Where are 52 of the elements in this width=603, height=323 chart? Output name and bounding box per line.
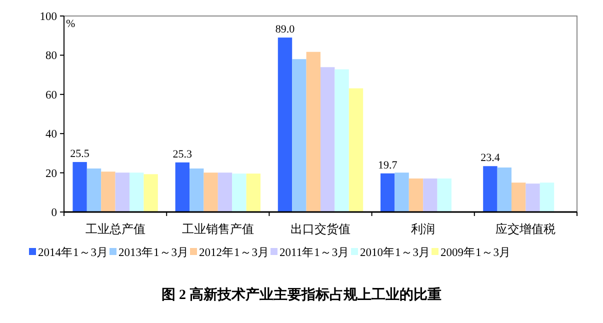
x-tick-label: 利润 [411, 222, 436, 236]
bar [144, 174, 158, 212]
bar [292, 59, 306, 212]
bar [320, 67, 335, 212]
bar [512, 182, 526, 212]
y-tick-label: 60 [46, 89, 58, 102]
bar [232, 174, 246, 212]
y-tick-label: 100 [40, 11, 58, 23]
bar [334, 69, 349, 212]
bar [72, 162, 87, 212]
x-tick-label: 工业总产值 [85, 222, 146, 236]
bar [218, 172, 232, 212]
bar [101, 172, 116, 212]
bar [130, 172, 144, 212]
x-tick-label: 工业销售产值 [182, 222, 254, 236]
data-label: 19.7 [378, 159, 398, 172]
data-label: 25.3 [172, 148, 193, 160]
bar [306, 52, 320, 212]
y-tick-label: 40 [46, 128, 58, 141]
bar [423, 178, 438, 212]
bar [348, 88, 364, 212]
x-tick-label: 出口交货值 [290, 222, 350, 236]
bar [204, 172, 218, 212]
bar [483, 166, 498, 212]
y-tick-label: 0 [51, 207, 58, 219]
legend-label: 2012年1～3月 [199, 246, 270, 259]
bar [540, 182, 554, 212]
data-label: 89.0 [275, 24, 296, 36]
y-axis-title: % [66, 18, 76, 30]
bar [115, 172, 130, 212]
bar [526, 184, 540, 212]
bar [437, 178, 452, 212]
bar [86, 168, 102, 212]
bar [278, 38, 292, 212]
legend-label: 2010年1～3月 [360, 246, 430, 259]
data-label: 25.5 [70, 148, 90, 160]
legend-label: 2014年1～3月 [38, 246, 108, 259]
data-label: 23.4 [480, 152, 500, 164]
bar [394, 172, 409, 212]
y-tick-label: 80 [46, 50, 58, 62]
text: 图 2 高新技术产业主要指标占规上工业的比重 [162, 286, 442, 303]
y-tick-label: 20 [46, 168, 58, 180]
legend-label: 2011年1～3月 [280, 246, 350, 259]
bar [408, 178, 424, 212]
bar [246, 174, 260, 212]
bar [190, 168, 204, 212]
bar [175, 162, 190, 212]
bar [380, 173, 395, 212]
bar [497, 168, 512, 212]
x-tick-label: 应交增值税 [496, 222, 556, 236]
legend-label: 2013年1～3月 [118, 246, 189, 259]
legend-label: 2009年1～3月 [440, 246, 511, 259]
